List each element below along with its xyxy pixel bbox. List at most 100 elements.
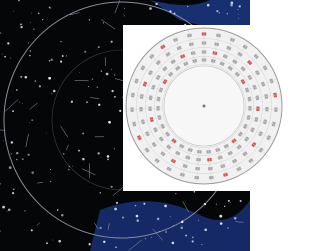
star [220, 222, 223, 225]
star [181, 227, 183, 229]
star [107, 159, 109, 161]
star [100, 192, 101, 193]
star [16, 152, 19, 155]
star [230, 202, 231, 203]
star [11, 153, 12, 154]
star [164, 205, 167, 208]
star [31, 171, 34, 174]
star [16, 89, 18, 91]
star [216, 204, 217, 205]
star [98, 46, 100, 48]
star [50, 169, 51, 170]
star [88, 86, 89, 87]
star [28, 154, 30, 156]
star [145, 238, 146, 239]
star [124, 8, 125, 9]
star [237, 9, 238, 10]
star [238, 14, 239, 15]
star [48, 77, 51, 80]
star [20, 76, 22, 78]
star [122, 97, 123, 98]
star [12, 192, 14, 194]
star [115, 246, 117, 248]
star [9, 166, 12, 169]
star [216, 10, 218, 12]
star [66, 55, 67, 56]
star [173, 12, 175, 14]
star [238, 18, 239, 19]
star [111, 186, 113, 188]
star [198, 220, 199, 221]
star [103, 241, 105, 243]
star [187, 6, 188, 7]
star [155, 3, 157, 5]
star [170, 216, 171, 217]
star [230, 4, 233, 7]
star [219, 12, 220, 13]
star [82, 132, 84, 134]
star [185, 235, 187, 237]
star [111, 41, 113, 43]
star [194, 191, 196, 193]
star [50, 8, 51, 9]
star [13, 189, 14, 190]
star [119, 110, 121, 112]
star [62, 55, 64, 57]
star [97, 49, 98, 50]
star [11, 141, 13, 143]
page: (() => { JSON.parse(document.getElementB… [0, 0, 320, 251]
star [97, 152, 99, 154]
star [135, 205, 137, 207]
star [60, 61, 62, 63]
star [84, 51, 86, 53]
star [13, 11, 14, 12]
star [143, 203, 145, 205]
star [72, 166, 73, 167]
star [159, 231, 160, 232]
star [228, 200, 230, 202]
star [149, 7, 152, 10]
star [231, 2, 234, 5]
star [21, 26, 23, 28]
star [114, 74, 115, 75]
star [10, 58, 11, 59]
star [3, 140, 4, 141]
star [60, 41, 61, 42]
star [79, 72, 80, 73]
star [71, 101, 73, 103]
star [4, 56, 6, 58]
star [122, 217, 124, 219]
star [63, 153, 64, 154]
star [53, 90, 56, 93]
star [86, 101, 88, 103]
star [57, 209, 59, 211]
star [239, 5, 241, 7]
star [157, 218, 160, 221]
star [22, 158, 23, 159]
star [172, 242, 175, 245]
star [114, 148, 115, 149]
star [35, 80, 37, 82]
star [111, 90, 113, 92]
star [22, 103, 23, 104]
star [227, 13, 228, 14]
star [30, 50, 32, 52]
star [51, 93, 52, 94]
star [20, 23, 22, 25]
star [28, 42, 29, 43]
star [175, 193, 176, 194]
star [19, 102, 20, 103]
star [108, 121, 111, 124]
calendar-dial [126, 28, 282, 184]
star [204, 203, 206, 205]
star [29, 55, 30, 56]
star [173, 225, 174, 226]
star [224, 206, 225, 207]
star [136, 219, 138, 221]
star [103, 79, 104, 80]
star [89, 243, 91, 245]
star [29, 123, 30, 124]
star [116, 202, 118, 204]
star [169, 10, 171, 12]
star [61, 214, 63, 216]
